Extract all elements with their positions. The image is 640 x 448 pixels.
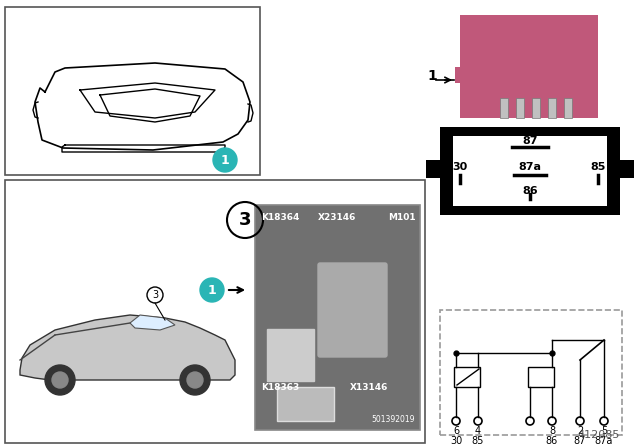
FancyBboxPatch shape [5,180,425,443]
Text: 5: 5 [601,426,607,436]
FancyBboxPatch shape [500,98,508,118]
Text: 30: 30 [450,436,462,446]
Circle shape [45,365,75,395]
Text: 85: 85 [590,162,605,172]
Text: 87a: 87a [595,436,613,446]
Text: 86: 86 [546,436,558,446]
Circle shape [180,365,210,395]
FancyBboxPatch shape [440,310,622,435]
Text: 1: 1 [221,154,229,167]
Text: 3: 3 [239,211,252,229]
Text: 87: 87 [522,136,538,146]
Text: 1: 1 [427,69,436,83]
Text: 1: 1 [207,284,216,297]
Text: 4: 4 [475,426,481,436]
Text: 501392019: 501392019 [371,415,415,424]
FancyBboxPatch shape [453,136,607,206]
Circle shape [187,372,203,388]
Polygon shape [20,315,235,380]
FancyBboxPatch shape [318,263,387,357]
FancyBboxPatch shape [267,329,314,381]
FancyBboxPatch shape [548,98,556,118]
Text: 412085: 412085 [578,430,620,440]
Text: 87a: 87a [518,162,541,172]
FancyBboxPatch shape [5,7,260,175]
Text: 3: 3 [152,290,158,300]
FancyBboxPatch shape [277,387,334,421]
Text: M101: M101 [388,213,415,222]
Text: 6: 6 [453,426,459,436]
FancyBboxPatch shape [455,67,467,83]
Circle shape [52,372,68,388]
FancyBboxPatch shape [532,98,540,118]
FancyBboxPatch shape [516,98,524,118]
Text: 8: 8 [549,426,555,436]
Text: X23146: X23146 [318,213,356,222]
FancyBboxPatch shape [564,98,572,118]
Circle shape [213,148,237,172]
Polygon shape [130,315,175,330]
Text: 30: 30 [452,162,468,172]
FancyBboxPatch shape [460,15,598,118]
Text: 85: 85 [472,436,484,446]
FancyBboxPatch shape [620,160,634,178]
Text: K18363: K18363 [261,383,300,392]
Text: K18364: K18364 [261,213,300,222]
Text: X13146: X13146 [350,383,388,392]
Text: 86: 86 [522,186,538,196]
Text: 87: 87 [574,436,586,446]
Circle shape [200,278,224,302]
Text: 2: 2 [577,426,583,436]
FancyBboxPatch shape [426,160,440,178]
Bar [454,367,480,387]
Bar [528,367,554,387]
FancyBboxPatch shape [440,127,620,215]
FancyBboxPatch shape [255,205,420,430]
